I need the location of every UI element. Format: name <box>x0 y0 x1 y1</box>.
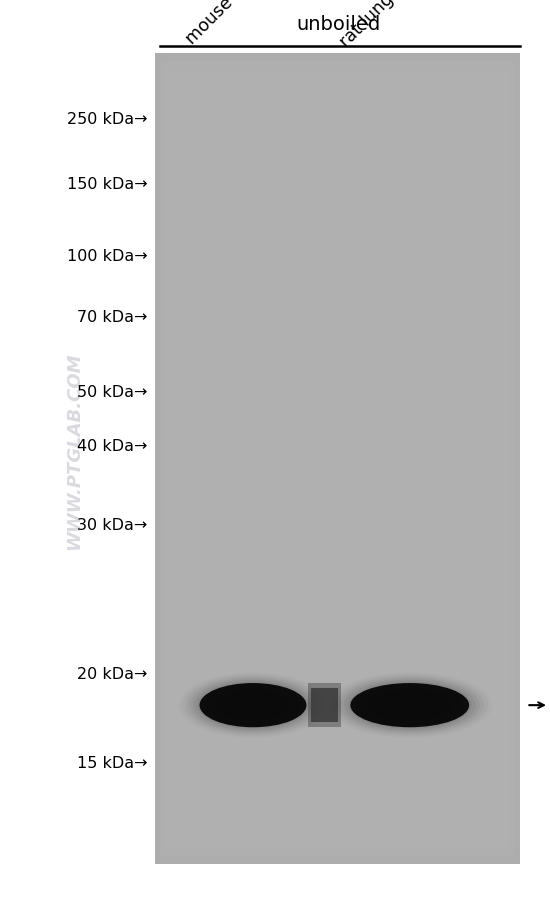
Text: mouse lung: mouse lung <box>183 0 267 48</box>
Text: 250 kDa→: 250 kDa→ <box>67 112 147 126</box>
Ellipse shape <box>350 684 469 727</box>
Ellipse shape <box>373 692 447 719</box>
Ellipse shape <box>194 680 312 731</box>
Ellipse shape <box>368 691 451 720</box>
Ellipse shape <box>212 689 294 722</box>
Text: 100 kDa→: 100 kDa→ <box>67 249 147 263</box>
Bar <box>166 72 509 846</box>
Bar <box>311 688 338 723</box>
Ellipse shape <box>197 682 309 729</box>
Ellipse shape <box>352 684 468 727</box>
Text: 50 kDa→: 50 kDa→ <box>77 385 147 400</box>
Bar <box>308 684 341 727</box>
Ellipse shape <box>219 692 287 719</box>
Ellipse shape <box>344 680 476 731</box>
Ellipse shape <box>348 682 472 729</box>
Ellipse shape <box>200 684 306 727</box>
Text: 15 kDa→: 15 kDa→ <box>77 755 147 769</box>
Bar <box>155 54 520 864</box>
Ellipse shape <box>205 686 301 725</box>
Ellipse shape <box>364 689 455 722</box>
Bar <box>161 63 514 855</box>
Text: 30 kDa→: 30 kDa→ <box>77 518 147 532</box>
Bar <box>172 81 503 837</box>
Text: 20 kDa→: 20 kDa→ <box>77 667 147 681</box>
Ellipse shape <box>356 686 463 725</box>
Text: 70 kDa→: 70 kDa→ <box>77 310 147 325</box>
Text: 40 kDa→: 40 kDa→ <box>77 438 147 453</box>
Ellipse shape <box>216 691 290 720</box>
Ellipse shape <box>208 687 298 723</box>
Bar <box>308 684 341 727</box>
Ellipse shape <box>360 687 459 723</box>
Text: 150 kDa→: 150 kDa→ <box>67 177 147 191</box>
Text: unboiled: unboiled <box>296 15 381 34</box>
Ellipse shape <box>201 684 305 727</box>
Text: WWW.PTGLAB.COM: WWW.PTGLAB.COM <box>65 353 83 549</box>
Text: rat lung: rat lung <box>337 0 398 51</box>
